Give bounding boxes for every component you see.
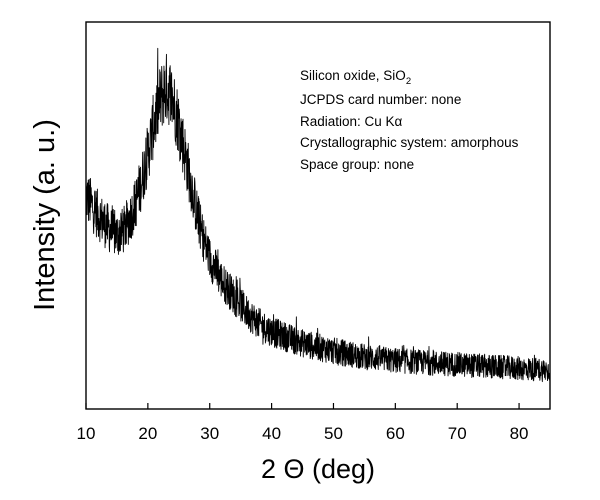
x-tick-label-80: 80: [510, 424, 529, 443]
x-tick-label-50: 50: [324, 424, 343, 443]
annotation-line-1: Silicon oxide, SiO2: [300, 68, 411, 87]
x-tick-label-60: 60: [386, 424, 405, 443]
annotation-box: Silicon oxide, SiO2 JCPDS card number: n…: [300, 68, 519, 172]
series-line-xrd-pattern: [85, 47, 551, 383]
y-axis-label: Intensity (a. u.): [29, 119, 61, 311]
x-axis-label: 2 Θ (deg): [261, 454, 375, 484]
x-tick-label-20: 20: [138, 424, 157, 443]
annotation-line-3: Radiation: Cu Kα: [300, 114, 403, 129]
x-tick-label-10: 10: [77, 424, 96, 443]
x-axis: 10 20 30 40 50 60 70 80: [77, 403, 529, 443]
plot-frame: [85, 21, 551, 410]
annotation-line-4: Crystallographic system: amorphous: [300, 135, 519, 150]
x-tick-label-30: 30: [200, 424, 219, 443]
annotation-line-2: JCPDS card number: none: [300, 92, 461, 107]
x-tick-label-40: 40: [262, 424, 281, 443]
annotation-line-5: Space group: none: [300, 157, 414, 172]
annotation-subscript: 2: [406, 76, 411, 87]
x-tick-label-70: 70: [448, 424, 467, 443]
